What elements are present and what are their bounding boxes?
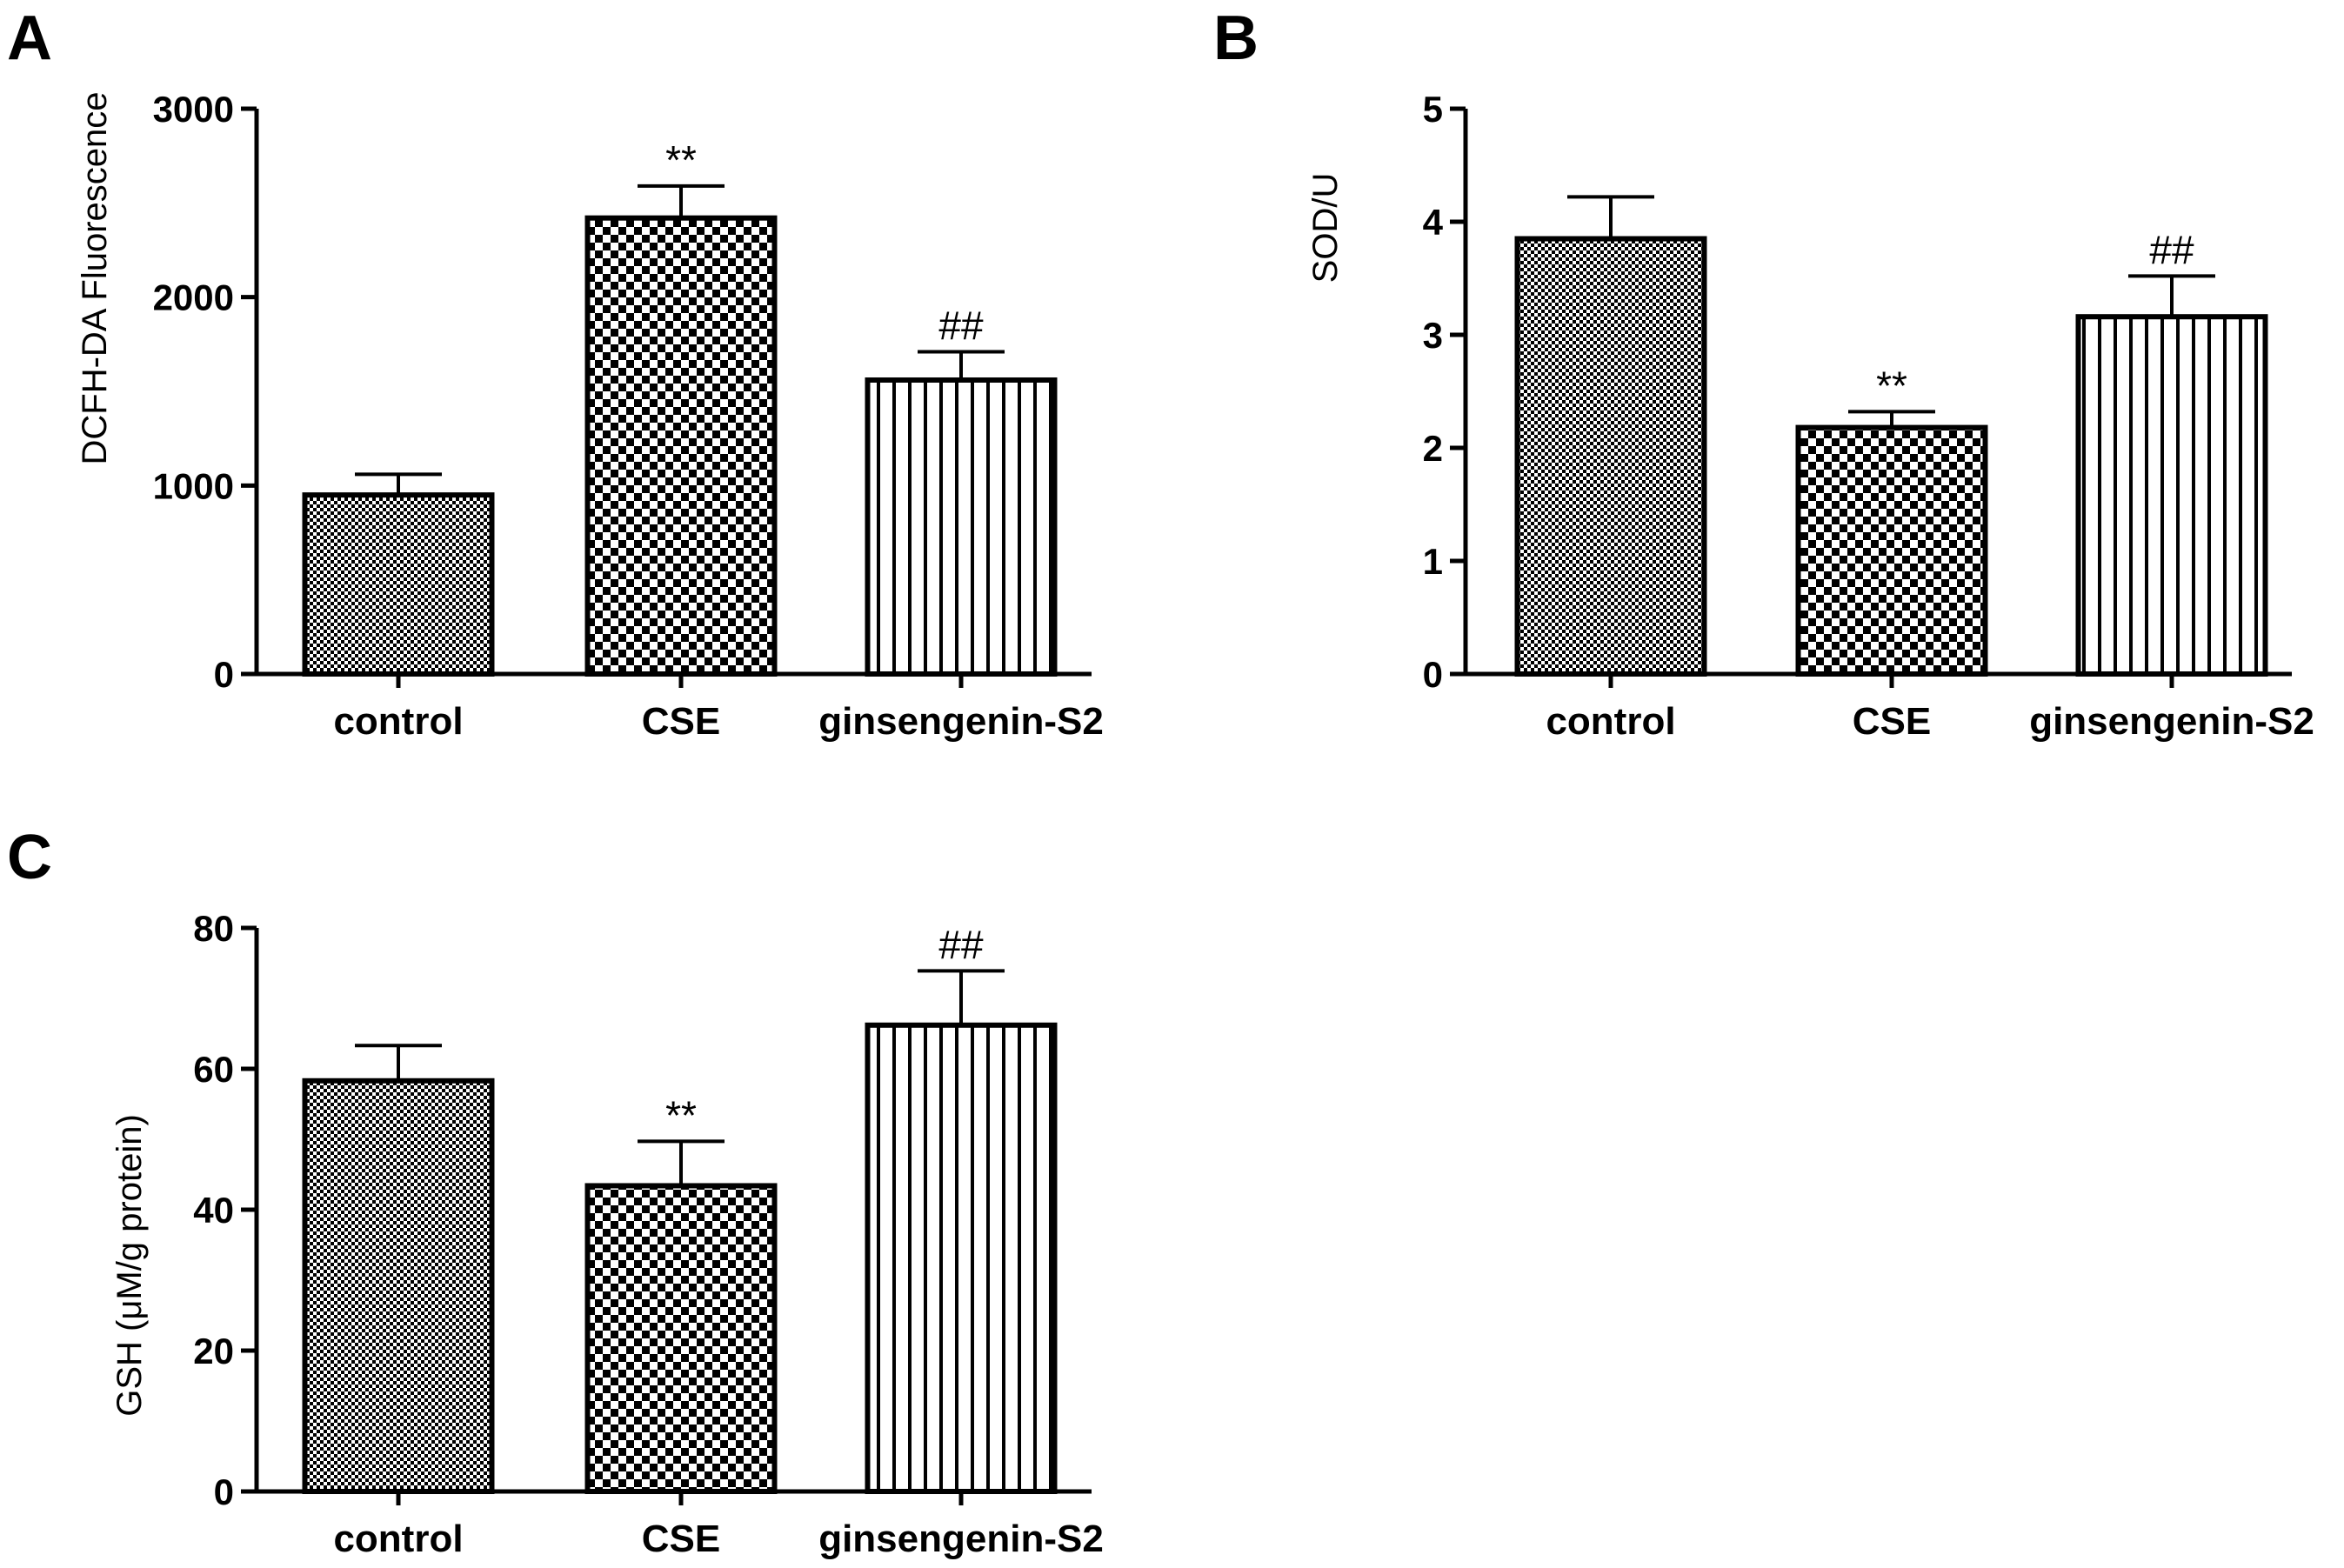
y-axis-title-a: DCFH-DA Fluorescence <box>76 91 114 464</box>
bar-a-cse <box>584 215 778 677</box>
significance-annotation-c: ## <box>938 922 984 967</box>
x-category-label-b: control <box>1546 700 1675 743</box>
y-tick-label-b: 4 <box>1423 202 1444 243</box>
bar-b-cse <box>1795 424 1988 677</box>
axes-c: 0 20 40 60 80 control CSE ginsengenin-S2 <box>193 908 1104 1560</box>
significance-annotation-b: ## <box>2149 227 2194 272</box>
bar-b-control <box>1514 236 1707 677</box>
bar-c-control <box>302 1078 495 1495</box>
panel-letter-b: B <box>1213 3 1259 73</box>
panel-c: C GSH (μM/g protein) 0 20 40 60 80 control CSE… <box>7 823 1104 1560</box>
bars-b: ** ## <box>1514 195 2268 677</box>
significance-annotation-a: ## <box>938 304 984 349</box>
y-tick-label-a: 3000 <box>153 89 234 130</box>
panel-a: A DCFH-DA Fluorescence 0 1000 2000 3000 cont… <box>7 3 1104 743</box>
y-tick-label-b: 3 <box>1423 315 1443 356</box>
significance-annotation-a: ** <box>665 137 697 183</box>
bar-c-ginsengenin-s2 <box>865 1022 1058 1494</box>
bar-a-control <box>302 492 495 677</box>
y-tick-label-a: 2000 <box>153 277 234 318</box>
x-category-label-a: ginsengenin-S2 <box>818 700 1104 743</box>
bar-a-ginsengenin-s2 <box>865 377 1058 677</box>
significance-annotation-b: ** <box>1876 363 1907 408</box>
y-tick-label-a: 0 <box>214 654 234 695</box>
bars-a: ** ## <box>302 137 1058 677</box>
x-category-label-b: ginsengenin-S2 <box>2029 700 2314 743</box>
y-axis-title-c: GSH (μM/g protein) <box>110 1114 149 1417</box>
y-tick-label-b: 0 <box>1423 654 1443 695</box>
y-tick-label-c: 40 <box>193 1190 234 1231</box>
panel-letter-a: A <box>7 3 52 73</box>
y-tick-label-c: 20 <box>193 1331 234 1371</box>
x-category-label-b: CSE <box>1853 700 1931 743</box>
y-tick-label-a: 1000 <box>153 465 234 506</box>
y-tick-label-b: 1 <box>1423 541 1443 582</box>
y-tick-label-b: 5 <box>1423 89 1443 130</box>
x-category-label-a: CSE <box>642 700 720 743</box>
y-axis-title-b: SOD/U <box>1306 173 1345 284</box>
panel-letter-c: C <box>7 823 52 892</box>
significance-annotation-c: ** <box>665 1092 697 1138</box>
bar-c-cse <box>584 1183 778 1494</box>
axes-a: 0 1000 2000 3000 control CSE ginsengenin-S2 <box>153 89 1104 743</box>
y-tick-label-c: 60 <box>193 1049 234 1090</box>
bar-b-ginsengenin-s2 <box>2075 314 2268 677</box>
x-category-label-a: control <box>333 700 463 743</box>
bars-c: ** ## <box>302 922 1058 1495</box>
y-tick-label-c: 80 <box>193 908 234 949</box>
x-category-label-c: ginsengenin-S2 <box>818 1518 1104 1560</box>
panel-b: B SOD/U 0 1 2 3 4 5 control CSE ginsengenin-S2 *… <box>1213 3 2314 743</box>
y-tick-label-b: 2 <box>1423 428 1443 469</box>
x-category-label-c: control <box>333 1518 463 1560</box>
x-category-label-c: CSE <box>642 1518 720 1560</box>
y-tick-label-c: 0 <box>214 1471 234 1512</box>
